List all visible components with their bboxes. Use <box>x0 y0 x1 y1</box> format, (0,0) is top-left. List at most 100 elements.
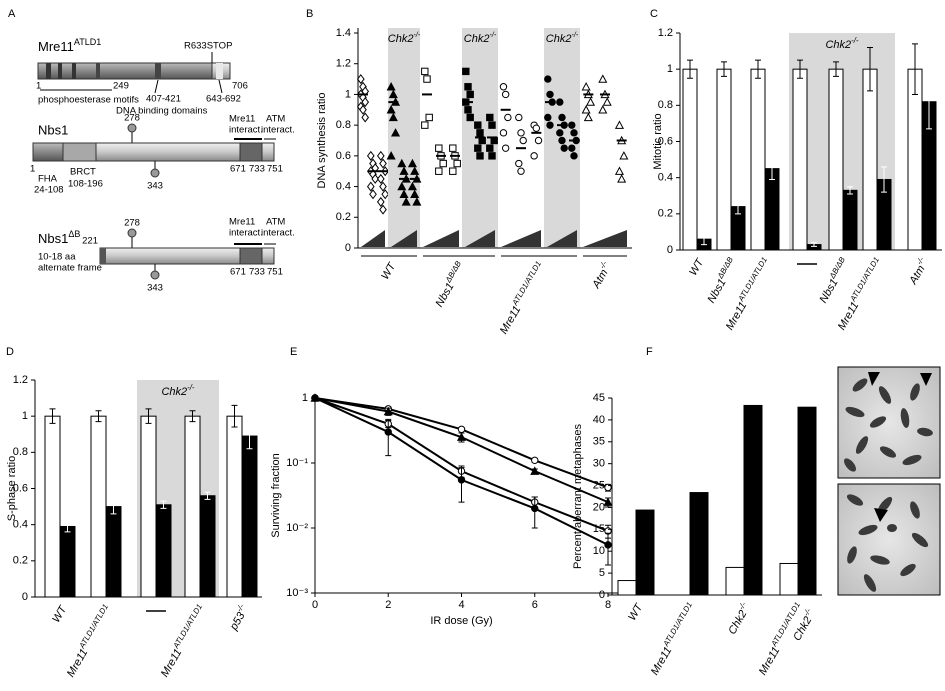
error-bar <box>95 410 102 423</box>
bar <box>90 415 107 598</box>
error-bar <box>458 467 465 503</box>
point <box>457 476 466 484</box>
error-bar <box>385 418 392 457</box>
point <box>457 425 466 433</box>
site <box>127 228 137 238</box>
site-label: 278 <box>124 218 140 229</box>
x-tick-label: Nbs1ΔB/ΔB <box>702 255 740 305</box>
point <box>439 159 447 168</box>
point <box>499 83 508 91</box>
site-label: 278 <box>124 113 140 124</box>
x-tick-label-sup: -/- <box>234 602 246 613</box>
point <box>410 166 420 175</box>
y-tick-label: 20 <box>593 501 605 513</box>
point <box>466 113 474 122</box>
x-tick-label-sup: ΔB/ΔB <box>715 255 735 280</box>
y-tick-label: 1.2 <box>658 27 673 39</box>
protein-name: Nbs1 <box>38 122 68 137</box>
point <box>617 174 627 183</box>
bar <box>105 506 122 598</box>
point <box>311 394 319 402</box>
x-tick-label-main: Atm <box>907 263 928 287</box>
motif <box>58 63 62 79</box>
point <box>376 196 385 207</box>
point <box>361 112 370 123</box>
point <box>399 189 409 198</box>
shade-label: Chk2-/- <box>546 31 579 45</box>
shade-label-sup: -/- <box>851 36 859 45</box>
y-tick-label: 0.6 <box>336 150 351 162</box>
error-bar <box>189 410 196 423</box>
panel-letter: B <box>306 8 313 20</box>
error-bar <box>881 166 887 193</box>
shade-label: Chk2-/- <box>388 31 421 45</box>
point <box>504 113 512 122</box>
bar <box>862 68 878 251</box>
dna-binding-domain <box>216 63 223 79</box>
error-bar <box>867 46 873 92</box>
group-label: Atm-/- <box>587 259 614 291</box>
point <box>486 113 494 122</box>
shade-label: Chk2-/- <box>825 36 858 51</box>
note: alternate frame <box>38 263 102 274</box>
point <box>544 113 552 122</box>
point <box>583 112 593 122</box>
point <box>517 129 525 137</box>
dose-wedge <box>423 230 459 247</box>
fha-domain <box>32 142 64 162</box>
point <box>435 167 443 175</box>
interaction-domain <box>239 142 263 162</box>
pointer <box>154 79 159 94</box>
point <box>488 121 496 129</box>
error-bar <box>231 404 238 428</box>
x-tick-label-main: WT <box>687 256 707 278</box>
point <box>614 120 625 129</box>
interaction-label: Mre11 <box>229 217 255 228</box>
point <box>359 104 367 115</box>
error-bar <box>49 408 56 424</box>
point <box>532 124 541 132</box>
stop-label: R633STOP <box>184 41 232 52</box>
error-bar <box>926 74 932 130</box>
y-tick-label: 0.2 <box>13 555 28 567</box>
panel-letter: C <box>650 8 658 20</box>
x-tick-label: Mre11ATLD1/ATLD1 <box>62 602 115 679</box>
point <box>376 173 385 184</box>
point <box>435 144 443 152</box>
position: 733 <box>249 267 265 278</box>
motif <box>96 63 100 79</box>
bar <box>199 495 216 598</box>
error-bar <box>721 61 727 77</box>
bar <box>907 68 923 251</box>
shade-label: Chk2-/- <box>464 31 497 45</box>
point <box>366 181 375 192</box>
x-tick-label: 2 <box>385 599 391 611</box>
bar <box>725 566 745 596</box>
position: 751 <box>267 267 283 278</box>
x-tick-label-sup: ATLD1/ATLD1 <box>171 602 204 650</box>
error-bar <box>204 491 211 500</box>
y-tick-label: 45 <box>593 392 605 404</box>
point <box>501 90 510 99</box>
x-tick-label-sup: ATLD1/ATLD1 <box>736 255 769 303</box>
motif-label: phosphoesterase motifs <box>38 95 139 106</box>
error-bar <box>701 233 707 246</box>
x-tick-label-main: Chk2 <box>726 608 749 636</box>
x-tick-label-sup: ATLD1/ATLD1 <box>77 602 110 650</box>
interaction-label: ATM <box>266 217 285 228</box>
x-tick-label: WT <box>687 256 707 278</box>
point <box>568 121 576 129</box>
site <box>127 123 137 133</box>
dose-wedge <box>583 230 627 247</box>
x-tick-label: Chk2-/- <box>723 600 753 637</box>
point <box>388 89 398 99</box>
y-axis-label: Mitotic ratio <box>652 113 664 169</box>
group-label-main: Nbs1 <box>433 281 456 309</box>
x-tick-label-main: Mre11 <box>836 300 862 332</box>
point <box>464 106 472 114</box>
x-tick-label: Atm-/- <box>904 255 931 287</box>
point <box>486 144 494 152</box>
panel-letter: A <box>8 8 16 20</box>
point <box>556 129 564 137</box>
dose-wedge <box>501 230 541 247</box>
